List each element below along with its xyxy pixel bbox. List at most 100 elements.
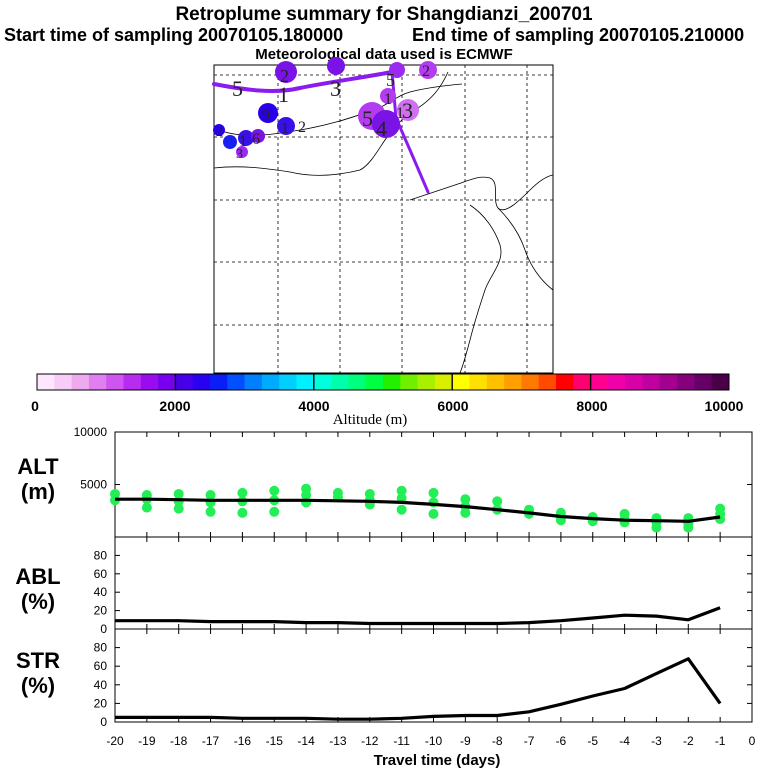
data-point	[651, 522, 662, 533]
map-label: 1	[384, 91, 392, 108]
map-label: 5	[232, 76, 243, 101]
x-tick-label: -18	[170, 734, 188, 748]
map-marker	[380, 88, 396, 104]
colorbar-cell	[504, 374, 522, 390]
y-tick-label: 0	[100, 622, 107, 636]
colorbar-cell	[140, 374, 159, 390]
y-tick-label: 10000	[74, 425, 108, 439]
series-line	[115, 606, 721, 626]
map-label: 3	[330, 76, 341, 101]
map-marker	[258, 103, 278, 123]
data-point	[301, 490, 312, 500]
colorbar-cell	[556, 374, 574, 390]
colorbar-cell	[607, 374, 626, 390]
colorbar-cell	[365, 374, 384, 390]
map-label: 3	[402, 98, 413, 123]
map-label: 2	[422, 63, 430, 80]
colorbar-cell	[434, 374, 453, 390]
colorbar-cell	[296, 374, 315, 390]
y-tick-label: 80	[94, 548, 108, 562]
series-line	[115, 657, 722, 721]
data-point	[396, 485, 407, 496]
start-time: Start time of sampling 20070105.180000	[4, 25, 344, 45]
data-point	[237, 487, 248, 498]
x-tick-label: -9	[460, 734, 471, 748]
y-tick-label: 0	[100, 715, 107, 729]
trajectory-west	[212, 70, 394, 93]
colorbar-cell	[279, 374, 297, 390]
data-point	[205, 506, 216, 517]
colorbar-cell	[452, 374, 470, 390]
map-labels: 5 1 2 3 5 2 1 5 4 1 3 9 1 2 1 6 3 2	[216, 63, 430, 162]
colorbar-cell	[642, 374, 661, 390]
x-tick-label: -14	[297, 734, 315, 748]
data-point	[428, 487, 439, 498]
map-label: 1	[278, 82, 289, 107]
panel-ylabel: (m)	[21, 479, 55, 504]
colorbar-cell	[37, 374, 55, 390]
map-marker	[372, 110, 400, 138]
data-point	[173, 503, 184, 514]
colorbar-cell	[521, 374, 539, 390]
colorbar-cell	[175, 374, 193, 390]
x-tick-label: -20	[106, 734, 124, 748]
colorbar-ticks: 0 2000 4000 6000 8000 10000	[31, 398, 744, 414]
panel-frame	[114, 628, 753, 723]
data-point	[683, 522, 694, 533]
map-markers	[213, 57, 437, 158]
x-tick-label: -8	[492, 734, 503, 748]
colorbar-cell	[469, 374, 488, 390]
x-tick-label: -11	[393, 734, 410, 748]
map-marker	[389, 62, 405, 78]
x-tick-label: -13	[329, 734, 347, 748]
map-label: 9	[262, 107, 270, 124]
x-tick-label: -15	[266, 734, 284, 748]
data-point	[428, 508, 439, 519]
data-point	[269, 506, 280, 517]
x-tick-label: -1	[715, 734, 726, 748]
colorbar-frame	[36, 373, 730, 391]
colorbar-cell	[694, 374, 712, 390]
x-tick-label: -10	[425, 734, 443, 748]
map-label: 2	[280, 66, 289, 86]
data-point	[715, 514, 726, 525]
y-tick-label: 40	[94, 585, 108, 599]
colorbar-cell	[88, 374, 107, 390]
colorbar-cell	[538, 374, 557, 390]
colorbar-cell	[106, 374, 124, 390]
colorbar-cell	[348, 374, 366, 390]
map-marker	[277, 117, 295, 135]
x-tick-label: -5	[587, 734, 598, 748]
colorbar-cell	[244, 374, 263, 390]
map-label: 1	[239, 133, 247, 150]
colorbar-cell	[71, 374, 90, 390]
x-tick-label: -6	[556, 734, 567, 748]
x-axis-label: Travel time (days)	[374, 752, 501, 768]
map-marker	[251, 129, 265, 143]
colorbar-cell	[486, 374, 505, 390]
panel-ylabel: STR	[16, 648, 60, 673]
map-label: 5	[386, 70, 395, 90]
colorbar-tick-label: 10000	[705, 398, 744, 414]
y-tick-label: 5000	[80, 478, 107, 492]
x-tick-label: -3	[651, 734, 662, 748]
colorbar-cell	[261, 374, 280, 390]
x-tick-label: 0	[749, 734, 756, 748]
colorbar-cell	[573, 374, 591, 390]
map-label: 1	[281, 120, 289, 137]
data-point	[492, 496, 503, 507]
y-tick-label: 80	[94, 641, 108, 655]
colorbar-tick-label: 8000	[576, 398, 607, 414]
data-point	[396, 504, 407, 515]
colorbar-title: Altitude (m)	[333, 412, 408, 428]
y-tick-label: 20	[94, 696, 108, 710]
colorbar-cell	[383, 374, 401, 390]
data-point	[141, 502, 152, 513]
colorbar-tick-label: 0	[31, 398, 39, 414]
panel-abl: 80 60 40 20 0 ABL(%)	[15, 536, 753, 636]
map-marker	[327, 57, 345, 75]
colorbar-cell	[711, 374, 730, 390]
map-marker	[275, 61, 297, 83]
panels: 100005000ALT(m)806040200ABL(%)806040200S…	[15, 425, 755, 748]
panel-alt: 10000 5000 ALT(m)	[17, 425, 753, 538]
